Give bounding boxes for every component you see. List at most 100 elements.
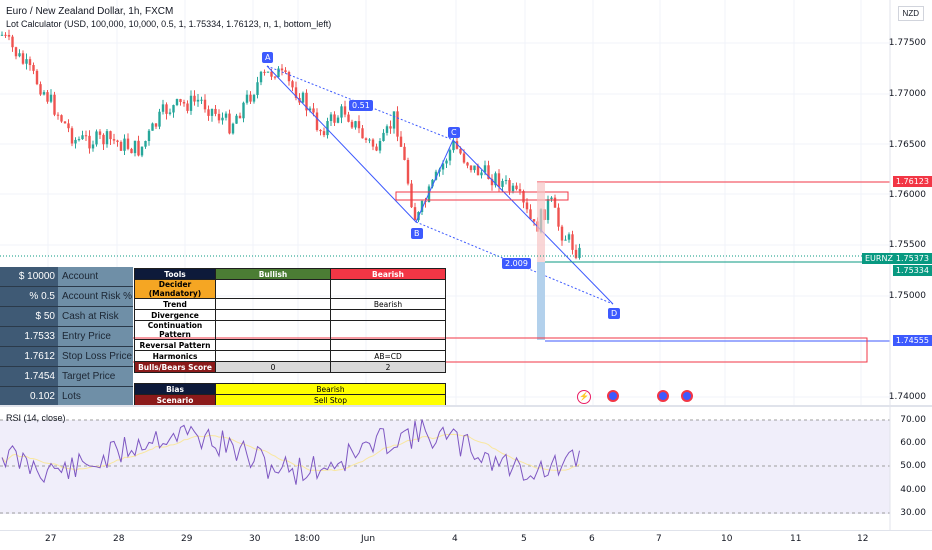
candle-body — [508, 180, 511, 192]
candle-body — [91, 144, 95, 149]
candle-body — [214, 108, 217, 114]
bearish-cell — [330, 339, 446, 351]
candle-body — [84, 135, 88, 137]
candle-body — [343, 106, 347, 115]
candle-body — [67, 123, 70, 129]
currency-badge[interactable]: NZD — [897, 6, 924, 21]
candle-body — [200, 99, 203, 101]
bias-row: Bias Bearish — [134, 383, 446, 395]
point-a-label[interactable]: A — [262, 52, 274, 63]
retracement-ratio-label[interactable]: 0.51 — [349, 100, 373, 111]
candle-body — [557, 207, 560, 227]
candle-body — [256, 82, 259, 95]
candle-body — [74, 139, 77, 144]
candle-body — [32, 65, 35, 71]
candle-body — [126, 138, 130, 149]
candle-body — [161, 104, 165, 112]
candle-body — [501, 180, 504, 187]
rsi-tick: 60.00 — [900, 438, 926, 448]
candle-body — [431, 179, 434, 187]
bearish-cell — [330, 309, 446, 321]
last-price-tag: 1.75373 — [892, 253, 932, 264]
candle-body — [483, 165, 487, 173]
bearish-cell — [330, 320, 446, 340]
candle-body — [459, 148, 462, 154]
candle-body — [35, 70, 39, 85]
candle-body — [466, 162, 469, 166]
lightning-icon[interactable]: ⚡ — [577, 390, 591, 404]
candle-body — [235, 115, 238, 124]
bullish-cell — [215, 320, 331, 340]
candle-body — [46, 92, 49, 102]
candle-body — [487, 165, 490, 180]
tools-row: Harmonics AB=CD — [134, 350, 446, 362]
calc-row-cash: $ 50 Cash at Risk — [0, 307, 133, 327]
pane-divider[interactable] — [0, 405, 932, 407]
rsi-title[interactable]: RSI (14, close) — [6, 413, 66, 423]
analysis-tools-table: Tools Bullish Bearish Decider (Mandatory… — [134, 268, 446, 406]
candle-body — [301, 92, 305, 103]
candle-body — [354, 121, 357, 128]
candle-body — [242, 102, 245, 119]
candle-body — [385, 126, 389, 133]
candle-body — [42, 92, 46, 95]
price-tick: 1.76500 — [888, 140, 926, 150]
candle-body — [476, 165, 480, 176]
candle-body — [189, 95, 193, 111]
rsi-chart[interactable] — [0, 407, 932, 530]
tool-name: Continuation Pattern — [134, 320, 216, 340]
calc-row-target: 1.7454 Target Price — [0, 367, 133, 387]
candle-body — [105, 131, 109, 145]
pattern-legs — [266, 65, 614, 305]
bearish-cell: Bearish — [330, 298, 446, 310]
indicator-legend[interactable]: Lot Calculator (USD, 100,000, 10,000, 0.… — [6, 19, 332, 29]
rsi-tick: 30.00 — [900, 508, 926, 518]
candle-body — [196, 99, 200, 102]
candle-body — [18, 53, 21, 57]
candle-body — [571, 234, 574, 250]
time-tick: 10 — [721, 534, 733, 544]
rsi-tick: 70.00 — [900, 415, 926, 425]
bias-label: Bias — [134, 383, 216, 395]
score-label: Bulls/Bears Score — [134, 361, 216, 373]
candle-body — [77, 139, 81, 141]
candle-body — [315, 112, 319, 130]
price-tick: 1.76000 — [888, 190, 926, 200]
candle-body — [280, 68, 284, 71]
candle-body — [112, 139, 116, 141]
calc-label: Stop Loss Price — [58, 347, 133, 366]
candle-body — [371, 139, 375, 147]
candle-body — [473, 165, 476, 171]
candle-body — [277, 68, 280, 78]
lot-calculator-panel: $ 10000 USDAccount Balance % 0.5Account … — [0, 267, 133, 407]
time-tick: 18:00 — [294, 534, 320, 544]
point-b-label[interactable]: B — [411, 228, 423, 239]
time-tick: 30 — [249, 534, 261, 544]
projection-ratio-label[interactable]: 2.009 — [502, 258, 531, 269]
candle-body — [25, 59, 28, 64]
bullish-cell — [215, 350, 331, 362]
candle-body — [312, 108, 315, 113]
candle-body — [396, 111, 399, 137]
candle-body — [21, 53, 25, 64]
candle-body — [28, 59, 32, 66]
point-c-label[interactable]: C — [448, 127, 460, 138]
bearish-cell — [330, 279, 446, 299]
header-tools: Tools — [134, 268, 216, 280]
economic-event-icon[interactable] — [607, 390, 619, 402]
candle-body — [11, 36, 14, 48]
candle-body — [480, 172, 483, 176]
candle-body — [455, 141, 459, 149]
economic-event-icon[interactable] — [681, 390, 693, 402]
candle-body — [410, 183, 413, 208]
point-d-label[interactable]: D — [608, 308, 621, 319]
candle-body — [347, 114, 350, 122]
tool-name: Trend — [134, 298, 216, 310]
candle-body — [406, 159, 410, 184]
price-tick: 1.74000 — [888, 392, 926, 402]
calc-value: 0.102 — [0, 387, 58, 406]
candle-body — [116, 140, 119, 142]
economic-event-icon[interactable] — [657, 390, 669, 402]
bearish-cell: AB=CD — [330, 350, 446, 362]
candle-body — [56, 114, 60, 116]
